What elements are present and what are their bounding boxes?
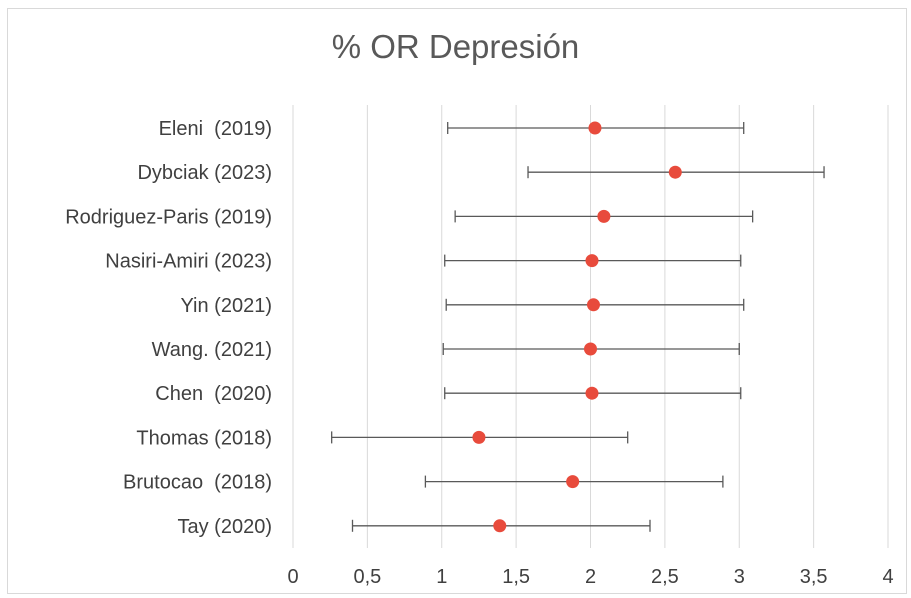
study-label: Chen (2020) [155,383,272,405]
study-labels: Eleni (2019) Dybciak (2023) Rodriguez-Pari… [65,118,272,538]
odds-ratio-point [586,298,600,312]
odds-ratio-point [472,430,486,444]
error-bars [331,122,825,532]
study-label: Rodriguez-Paris (2019) [65,206,272,228]
x-tick-label: 0 [287,566,298,588]
x-tick-label: 3,5 [800,566,828,588]
study-label: Wang. (2021) [152,339,272,361]
odds-ratio-point [493,519,507,533]
odds-ratio-point [597,209,611,223]
x-tick-label: 3 [734,566,745,588]
study-label: Eleni (2019) [159,118,272,140]
odds-ratio-point [584,342,597,356]
x-tick-label: 1,5 [502,566,530,588]
odds-ratio-point [585,386,599,400]
gridlines [292,105,889,548]
study-label: Nasiri-Amiri (2023) [105,251,272,273]
x-tick-label: 1 [436,566,447,588]
odds-ratio-point [566,475,580,489]
x-tick-labels: 0 0,5 1 1,5 2 2,5 3 3,5 4 [287,566,893,588]
x-tick-label: 0,5 [353,566,381,588]
study-label: Brutocao (2018) [123,472,272,494]
chart-title: % OR Depresión [331,28,580,65]
study-label: Dybciak (2023) [137,162,272,184]
odds-ratio-point [668,165,682,179]
x-tick-label: 2 [585,566,596,588]
chart-frame [7,8,907,594]
data-points [472,121,682,533]
study-label: Thomas (2018) [136,427,272,449]
study-label: Yin (2021) [180,295,272,317]
study-label: Tay (2020) [178,516,273,538]
x-tick-label: 4 [882,566,893,588]
odds-ratio-point [588,121,602,135]
odds-ratio-point [585,254,599,268]
x-tick-label: 2,5 [651,566,679,588]
